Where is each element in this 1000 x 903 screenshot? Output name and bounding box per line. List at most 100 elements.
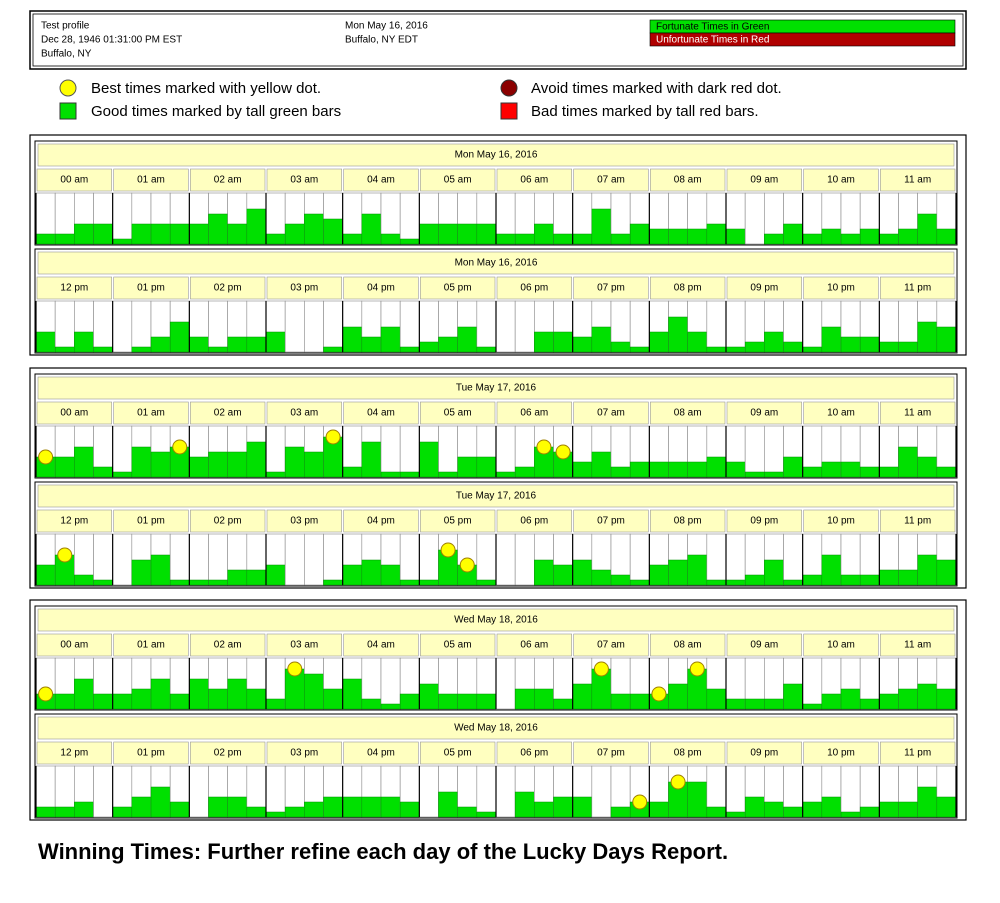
bar xyxy=(859,228,880,245)
bar xyxy=(840,233,861,245)
bar xyxy=(610,466,631,478)
slot xyxy=(764,425,784,478)
bar xyxy=(534,559,554,586)
hour-label: 04 am xyxy=(367,175,395,186)
bar xyxy=(150,678,171,710)
panel-date: Mon May 16, 2016 xyxy=(455,150,538,161)
bar xyxy=(917,683,938,710)
panel-date: Tue May 17, 2016 xyxy=(456,491,537,502)
bar xyxy=(879,341,899,353)
hour-cell xyxy=(726,276,802,300)
slot xyxy=(284,300,305,353)
bar xyxy=(534,223,554,245)
slot xyxy=(380,657,401,710)
hour-label: 10 pm xyxy=(827,748,855,759)
bar xyxy=(476,693,497,710)
hour-cell xyxy=(803,276,879,300)
bar xyxy=(764,698,784,710)
hour-label: 06 pm xyxy=(520,748,548,759)
slot xyxy=(495,300,516,353)
bar xyxy=(783,806,803,818)
hour-label: 01 am xyxy=(137,640,165,651)
hour-cell xyxy=(266,168,342,192)
panel-date: Tue May 17, 2016 xyxy=(456,383,537,394)
bar xyxy=(859,698,880,710)
bar xyxy=(380,326,401,353)
hour-label: 01 am xyxy=(137,175,165,186)
bar xyxy=(399,346,420,353)
bar xyxy=(150,336,171,353)
hour-label: 10 am xyxy=(827,175,855,186)
slot xyxy=(629,533,650,586)
bar xyxy=(246,806,267,818)
bar xyxy=(457,806,478,818)
bar xyxy=(687,331,708,353)
bar xyxy=(725,698,746,710)
hour-label: 12 pm xyxy=(60,748,88,759)
hour-cell xyxy=(726,168,802,192)
bar xyxy=(438,791,458,818)
bar xyxy=(457,693,478,710)
slot xyxy=(93,533,113,586)
slot xyxy=(208,533,228,586)
bar xyxy=(476,456,497,478)
bar xyxy=(802,801,823,818)
bar xyxy=(131,223,152,245)
bar xyxy=(859,806,880,818)
hour-label: 06 pm xyxy=(520,283,548,294)
hour-label: 07 pm xyxy=(597,748,625,759)
bar xyxy=(725,346,746,353)
best-dot xyxy=(593,661,609,677)
bar xyxy=(131,346,152,353)
hour-cell xyxy=(880,276,956,300)
bar xyxy=(189,579,209,586)
bar xyxy=(514,688,535,710)
hour-label: 03 am xyxy=(290,408,318,419)
profile: Test profile xyxy=(41,21,90,32)
bar xyxy=(879,569,899,586)
red-dot-icon xyxy=(500,79,518,97)
bar xyxy=(917,456,938,478)
bar xyxy=(112,693,133,710)
bar xyxy=(802,346,823,353)
slot xyxy=(725,300,746,353)
slot xyxy=(419,533,439,586)
date-row xyxy=(37,251,955,275)
hour-cell xyxy=(190,276,266,300)
best-dot xyxy=(287,661,303,677)
bar xyxy=(629,461,650,478)
bar xyxy=(553,331,573,353)
hour-label: 02 pm xyxy=(214,748,242,759)
bar xyxy=(438,336,458,353)
hour-label: 04 am xyxy=(367,640,395,651)
hour-cell xyxy=(266,276,342,300)
hour-label: 07 am xyxy=(597,640,625,651)
bar xyxy=(323,579,343,586)
slot xyxy=(112,533,133,586)
bar xyxy=(419,341,439,353)
best-dot xyxy=(38,686,54,702)
bar xyxy=(131,796,152,818)
bar xyxy=(936,228,957,245)
bar xyxy=(898,446,918,478)
bar xyxy=(112,806,133,818)
bar xyxy=(725,579,746,586)
slot xyxy=(419,765,439,818)
hour-label: 09 am xyxy=(750,175,778,186)
best-dot xyxy=(440,542,456,558)
bar xyxy=(189,678,209,710)
bar xyxy=(380,471,401,478)
best-dot xyxy=(172,439,188,455)
hour-label: 02 am xyxy=(214,408,242,419)
bar xyxy=(208,796,228,818)
bar xyxy=(821,228,842,245)
bar xyxy=(821,461,842,478)
hour-label: 09 pm xyxy=(750,516,778,527)
bar xyxy=(572,233,593,245)
best-dot xyxy=(651,686,667,702)
bar xyxy=(93,223,113,245)
panel-date: Wed May 18, 2016 xyxy=(454,615,538,626)
bar xyxy=(150,223,171,245)
slot xyxy=(54,300,75,353)
hour-cell xyxy=(420,276,496,300)
